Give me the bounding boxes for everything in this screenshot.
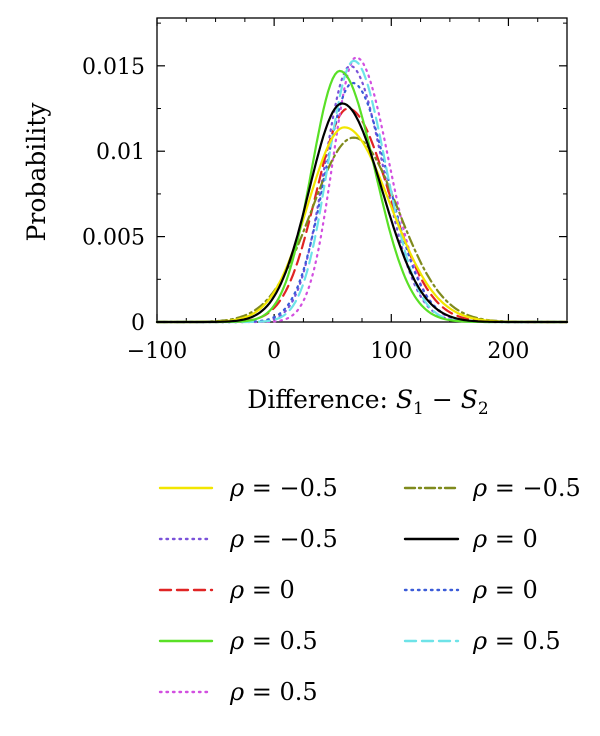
series-line: [155, 59, 569, 324]
series-line: [155, 136, 569, 324]
series-line: [155, 81, 569, 324]
legend-label: ρ = −0.5: [229, 474, 338, 502]
series-line: [155, 126, 569, 324]
legend-label: ρ = 0.5: [229, 678, 318, 706]
axes: −100 0 100 200 0 0.005 0.01 0.015: [82, 17, 568, 364]
legend-label: ρ = 0: [229, 576, 295, 604]
series-line: [155, 69, 569, 324]
legend-label: ρ = −0.5: [229, 525, 338, 553]
series-layer: [155, 56, 569, 324]
legend-label: ρ = 0: [472, 525, 538, 553]
series-line: [155, 102, 569, 324]
y-tick-label: 0.005: [82, 226, 145, 251]
series-line: [155, 56, 569, 324]
x-axis-label: Difference: S1 − S2: [247, 385, 488, 419]
series-line: [155, 64, 569, 324]
y-tick-label: 0.015: [82, 55, 145, 80]
y-axis-label: Probability: [22, 102, 51, 242]
legend-label: ρ = 0.5: [472, 627, 561, 655]
legend-label: ρ = 0: [472, 576, 538, 604]
x-tick-label: 200: [487, 339, 529, 364]
plot-frame: [156, 17, 568, 323]
y-tick-label: 0.01: [96, 140, 145, 165]
x-tick-label: 0: [267, 339, 281, 364]
y-tick-label: 0: [131, 311, 145, 336]
x-tick-label: 100: [370, 339, 412, 364]
legend-label: ρ = −0.5: [472, 474, 581, 502]
x-tick-label: −100: [127, 339, 187, 364]
legend-label: ρ = 0.5: [229, 627, 318, 655]
legend: ρ = −0.5 ρ = −0.5 ρ = 0 ρ = 0.5 ρ = 0.5 ρ = −…: [158, 474, 581, 706]
